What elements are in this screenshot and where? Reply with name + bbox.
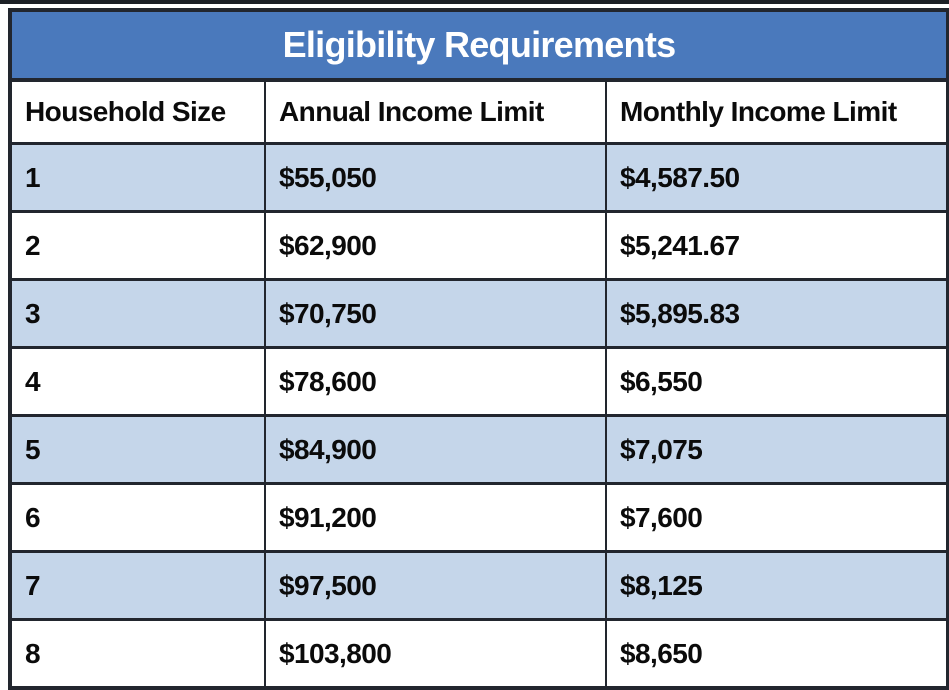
cell-household-size: 3 [25, 297, 41, 329]
cell-monthly-income: $5,241.67 [605, 213, 946, 278]
cell-monthly-income: $7,075 [605, 417, 946, 482]
cell-monthly-income: $4,587.50 [605, 145, 946, 210]
page-top-edge [0, 0, 949, 4]
cell-annual-income: $103,800 [264, 621, 605, 686]
cell-monthly-income: $7,600 [605, 485, 946, 550]
table-row: 3 $70,750 $5,895.83 [12, 278, 946, 346]
cell-monthly-income: $6,550 [605, 349, 946, 414]
table-title: Eligibility Requirements [12, 12, 946, 78]
cell-household-size: 2 [25, 229, 41, 261]
cell-annual-income: $78,600 [264, 349, 605, 414]
cell-monthly-income: $8,650 [605, 621, 946, 686]
cell-household-size: 4 [25, 365, 41, 397]
table-row: 8 $103,800 $8,650 [12, 618, 946, 686]
table-row: 1 $55,050 $4,587.50 [12, 142, 946, 210]
cell-monthly-income: $5,895.83 [605, 281, 946, 346]
cell-annual-income: $84,900 [264, 417, 605, 482]
cell-annual-income: $70,750 [264, 281, 605, 346]
cell-household-size: 8 [25, 637, 41, 669]
cell-annual-income: $62,900 [264, 213, 605, 278]
table-row: 4 $78,600 $6,550 [12, 346, 946, 414]
table-row: 7 $97,500 $8,125 [12, 550, 946, 618]
cell-household-size: 7 [25, 569, 41, 601]
table-header-row: Household Size Annual Income Limit Month… [12, 78, 946, 142]
table-row: 6 $91,200 $7,600 [12, 482, 946, 550]
table-row: 5 $84,900 $7,075 [12, 414, 946, 482]
column-header-monthly-income-limit: Monthly Income Limit [605, 82, 946, 142]
cell-household-size: 6 [25, 501, 41, 533]
cell-annual-income: $91,200 [264, 485, 605, 550]
cell-annual-income: $55,050 [264, 145, 605, 210]
table-row: 2 $62,900 $5,241.67 [12, 210, 946, 278]
cell-household-size: 1 [25, 161, 41, 193]
cell-monthly-income: $8,125 [605, 553, 946, 618]
column-header-annual-income-limit: Annual Income Limit [264, 82, 605, 142]
cell-household-size: 5 [25, 433, 41, 465]
cell-annual-income: $97,500 [264, 553, 605, 618]
eligibility-table: Eligibility Requirements Household Size … [8, 8, 949, 690]
column-header-household-size: Household Size [25, 96, 226, 127]
